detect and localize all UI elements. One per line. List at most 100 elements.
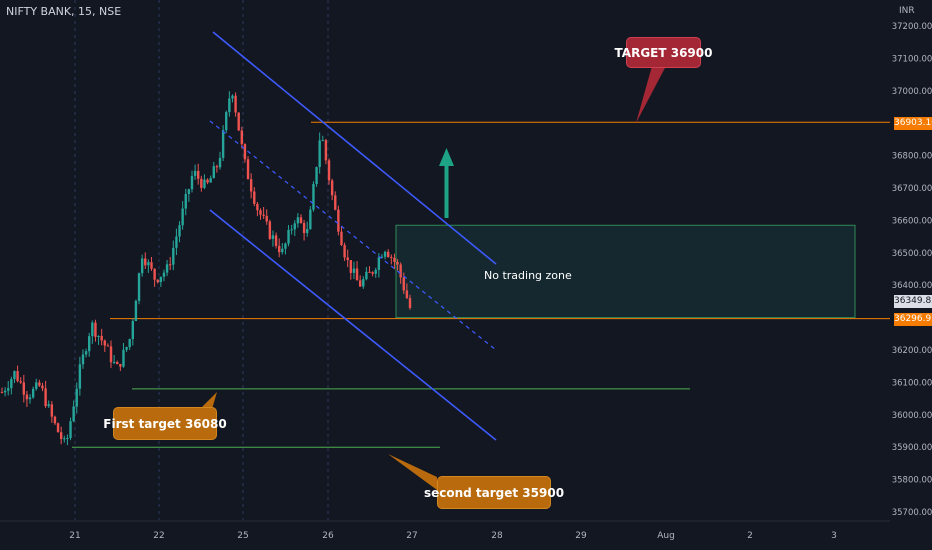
candle: [277, 238, 281, 258]
candle-body: [346, 257, 349, 261]
candle: [306, 221, 309, 237]
candle: [302, 219, 306, 241]
candle: [187, 188, 191, 202]
candle-body: [277, 245, 281, 253]
candle: [134, 299, 138, 322]
candle: [106, 343, 110, 347]
candle: [246, 156, 250, 180]
price-tick-label: 36700.00: [892, 184, 932, 194]
candle-body: [7, 388, 10, 391]
candle-body: [327, 160, 331, 181]
candle: [75, 382, 78, 414]
candle-body: [131, 321, 135, 340]
candle-body: [390, 256, 393, 258]
candle: [190, 170, 194, 193]
callout-tails: [200, 66, 666, 490]
channel-lower-line: [209, 209, 497, 441]
candle: [256, 201, 259, 217]
candle: [324, 138, 328, 165]
candle: [358, 275, 362, 287]
time-tick-label: 28: [491, 531, 503, 541]
candle-body: [162, 272, 166, 277]
candle-body: [281, 248, 284, 253]
candle-body: [0, 392, 4, 394]
candle: [327, 158, 331, 185]
price-axis[interactable]: 37200.00 37100.00 37000.00 36800.00 36700.00…: [890, 0, 932, 520]
candle-body: [53, 416, 57, 424]
price-tick-label: 35900.00: [892, 443, 932, 453]
candle-body: [103, 340, 106, 346]
candle: [271, 230, 275, 247]
candle: [386, 249, 390, 258]
candle: [321, 135, 324, 142]
candle-body: [231, 95, 234, 99]
first-target-callout-tail: [200, 392, 217, 409]
candle: [206, 178, 209, 185]
target-callout-tail: [636, 66, 666, 123]
candle: [162, 269, 166, 282]
time-axis[interactable]: 21 22 25 26 27 28 29 Aug 2 3: [0, 520, 890, 541]
candle-body: [355, 268, 359, 281]
candle: [140, 254, 144, 277]
currency-label: INR: [899, 6, 915, 16]
candle: [212, 162, 215, 179]
candle-body: [293, 223, 296, 230]
candle-body: [256, 203, 259, 211]
candle: [47, 400, 50, 408]
time-tick-label: Aug: [657, 531, 675, 541]
candle-body: [31, 388, 35, 398]
candle-body: [119, 364, 122, 367]
trend-channel: [209, 31, 497, 441]
candle: [88, 332, 91, 357]
candle: [165, 259, 169, 277]
candle-body: [324, 140, 328, 161]
first-target-callout: First target 36080: [103, 407, 227, 440]
candle-body: [84, 351, 88, 355]
candle-body: [237, 112, 240, 131]
candle: [225, 110, 228, 133]
candle-body: [352, 268, 356, 273]
candle: [240, 126, 244, 149]
candle-body: [396, 261, 399, 265]
candle: [144, 252, 147, 269]
price-tick-label: 35800.00: [892, 476, 932, 486]
current-price-tag: 36349.85: [894, 295, 932, 308]
candle-body: [190, 175, 194, 190]
candle-body: [225, 112, 228, 131]
candle: [293, 220, 296, 237]
candle-body: [88, 336, 91, 352]
candle-body: [109, 346, 113, 363]
candle-body: [405, 290, 409, 299]
price-tick-label: 36500.00: [892, 249, 932, 259]
candle: [371, 271, 374, 277]
candle: [78, 356, 82, 396]
candle: [69, 417, 72, 441]
candle: [116, 360, 119, 365]
candle: [355, 261, 359, 281]
candle-body: [156, 279, 159, 283]
candle-body: [187, 189, 191, 195]
support-price-tag: 36296.95: [894, 313, 932, 326]
price-tick-label: 36000.00: [892, 411, 932, 421]
candle: [128, 338, 131, 350]
candle-body: [72, 406, 75, 422]
candle-body: [165, 264, 169, 273]
candle: [231, 94, 234, 103]
candle: [390, 254, 393, 265]
candle: [94, 319, 97, 342]
candle-body: [337, 209, 340, 232]
candle: [362, 276, 365, 289]
candle: [0, 387, 4, 394]
candle-body: [306, 229, 309, 234]
candle-body: [150, 262, 153, 269]
candle: [268, 219, 272, 240]
session-separators: [74, 0, 329, 520]
candle: [228, 91, 231, 117]
channel-mid-line: [209, 120, 497, 351]
candle: [35, 378, 38, 391]
candle: [131, 318, 135, 346]
time-tick-label: 2: [747, 531, 753, 541]
candle-body: [144, 258, 147, 266]
